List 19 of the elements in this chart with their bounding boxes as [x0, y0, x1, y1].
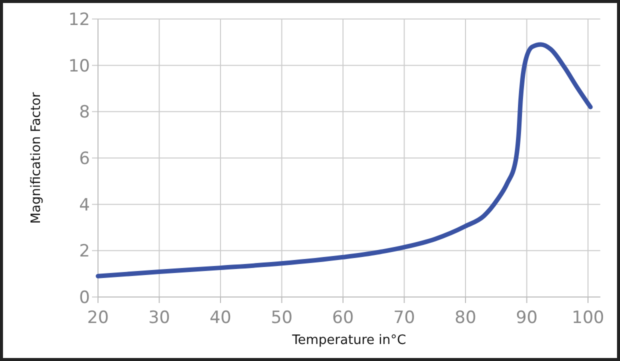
- y-tick-label: 8: [79, 102, 90, 123]
- y-tick-label: 6: [79, 149, 90, 169]
- x-tick-label: 80: [454, 308, 476, 328]
- x-tick-label: 40: [210, 308, 232, 328]
- y-axis-title: Magnification Factor: [29, 92, 44, 224]
- x-axis-title: Temperature in°C: [291, 333, 406, 348]
- y-tick-label: 4: [79, 195, 90, 216]
- x-tick-label: 70: [393, 308, 416, 328]
- y-tick-label: 0: [79, 288, 90, 308]
- x-tick-label: 30: [148, 308, 170, 328]
- x-tick-label: 50: [270, 308, 293, 328]
- line-series: [96, 42, 593, 278]
- x-tick-label: 90: [516, 308, 538, 328]
- y-tick-label: 2: [79, 242, 90, 262]
- y-tick-label: 10: [68, 56, 90, 76]
- x-tick-label: 20: [87, 308, 109, 328]
- x-tick-label: 100: [572, 308, 604, 328]
- y-tick-label: 12: [68, 10, 90, 30]
- x-tick-label: 60: [332, 308, 354, 328]
